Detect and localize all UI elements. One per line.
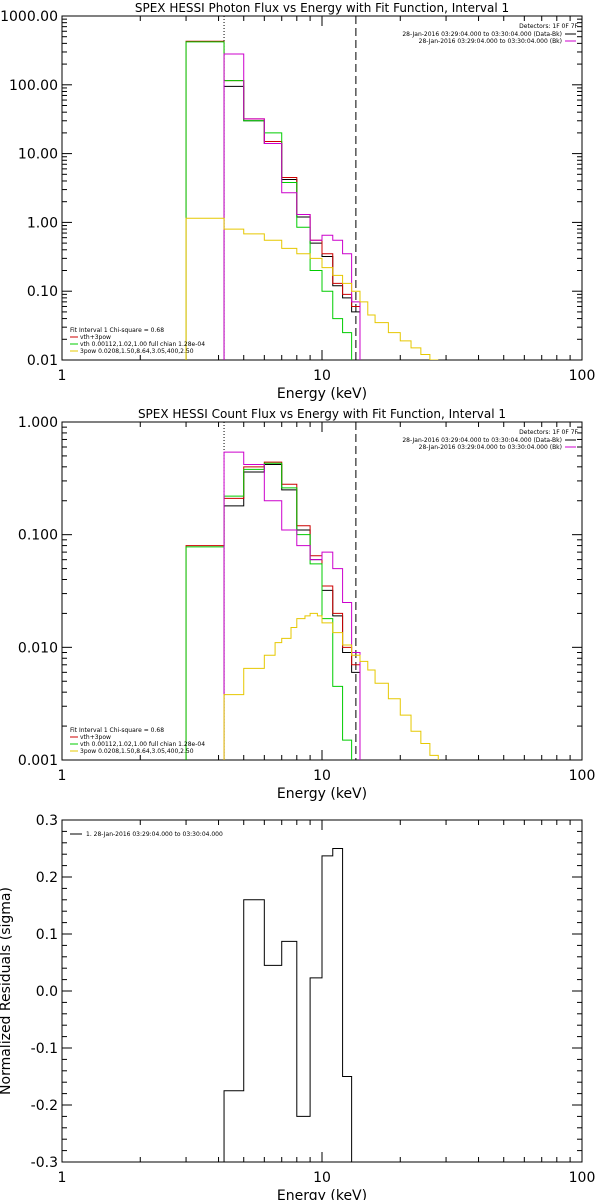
y-tick-label: 0.001 — [18, 753, 58, 769]
legend-fit-label: vth 0.00112,1.02,1.00 full chian 1.28e-0… — [80, 741, 205, 748]
legend-interval-label: 28-Jan-2016 03:29:04.000 to 03:30:04.000… — [402, 31, 562, 38]
y-tick-label: 1000.00 — [0, 9, 58, 25]
legend-fit-label: vth 0.00112,1.02,1.00 full chian 1.28e-0… — [80, 341, 205, 348]
legend-fit-header: Fit Interval 1 Chi-square = 0.68 — [70, 727, 164, 734]
y-tick-label: 0.2 — [36, 870, 58, 886]
x-tick-label: 1 — [58, 368, 67, 384]
y-tick-label: 1.000 — [18, 415, 58, 431]
chart-panel-1: 1 10 100 1000.00 100.00 10.00 1.00 0.10 0.01 SPEX… — [0, 1, 595, 402]
x-tick-label: 10 — [313, 368, 331, 384]
chart-panel-3: 1 10 100 0.3 0.2 0.1 0.0 -0.1 -0.2 -0.3 Energy (ke… — [0, 813, 595, 1200]
x-tick-label: 10 — [313, 768, 331, 784]
series-yellow-histogram — [223, 612, 439, 760]
y-tick-label: -0.1 — [31, 1041, 58, 1057]
x-tick-label: 10 — [313, 1170, 331, 1186]
y-tick-label: 1.00 — [27, 215, 58, 231]
series-group — [223, 848, 353, 1162]
x-tick-label: 100 — [569, 368, 596, 384]
y-tick-label: -0.3 — [31, 1155, 58, 1171]
y-tick-label: 0.3 — [36, 813, 58, 829]
series-black-histogram — [223, 848, 353, 1162]
legend-detectors: Detectors: 1F 0F 7F — [519, 429, 578, 436]
y-tick-label: -0.2 — [31, 1098, 58, 1114]
series-magenta-histogram — [223, 451, 361, 760]
plot-frame — [61, 15, 583, 361]
legend-detectors: Detectors: 1F 0F 7F — [519, 23, 578, 30]
legend-fit-header: Fit Interval 1 Chi-square = 0.68 — [70, 327, 164, 334]
x-axis-label: Energy (keV) — [277, 786, 367, 802]
y-tick-label: 0.010 — [18, 640, 58, 656]
series-green-histogram — [185, 462, 353, 760]
y-tick-label: 0.01 — [27, 353, 58, 369]
y-tick-label: 100.00 — [9, 78, 58, 94]
series-group — [185, 40, 439, 360]
legend-interval-label: 1. 28-Jan-2016 03:29:04.000 to 03:30:04.… — [86, 831, 223, 838]
legend-fit-label: vth+3pow — [80, 734, 111, 741]
series-green-histogram — [185, 41, 353, 360]
legend-interval-label: 28-Jan-2016 03:29:04.000 to 03:30:04.000… — [402, 437, 562, 444]
legend-interval-label: 28-Jan-2016 03:29:04.000 to 03:30:04.000… — [419, 38, 562, 45]
series-black-histogram — [223, 463, 361, 760]
legend-fit-label: vth+3pow — [80, 334, 111, 341]
y-tick-label: 10.00 — [18, 147, 58, 163]
y-axis-label: Normalized Residuals (sigma) — [0, 887, 14, 1095]
y-tick-label: 0.10 — [27, 284, 58, 300]
legend-interval-label: 28-Jan-2016 03:29:04.000 to 03:30:04.000… — [419, 444, 562, 451]
series-yellow-histogram — [185, 217, 439, 360]
y-tick-label: 0.100 — [18, 528, 58, 544]
legend-fit-label: 3pow 0.0208,1.50,8.64,3.05,400,2.50 — [80, 348, 194, 355]
chart-title: SPEX HESSI Photon Flux vs Energy with Fi… — [135, 1, 509, 15]
series-magenta-histogram — [223, 53, 361, 360]
chart-panel-2: 1 10 100 1.000 0.100 0.010 0.001 SPEX HESSI Cou… — [18, 407, 595, 802]
series-red-histogram — [185, 461, 361, 760]
x-axis-label: Energy (keV) — [277, 386, 367, 402]
x-tick-label: 100 — [569, 768, 596, 784]
series-red-histogram — [185, 40, 361, 360]
x-tick-label: 1 — [58, 1170, 67, 1186]
y-tick-label: 0.0 — [36, 984, 58, 1000]
x-tick-label: 1 — [58, 768, 67, 784]
chart-title: SPEX HESSI Count Flux vs Energy with Fit… — [138, 407, 506, 421]
x-tick-label: 100 — [569, 1170, 596, 1186]
legend-fit-label: 3pow 0.0208,1.50,8.64,3.05,400,2.50 — [80, 748, 194, 755]
x-axis-label: Energy (keV) — [277, 1188, 367, 1200]
y-tick-label: 0.1 — [36, 927, 58, 943]
series-group — [185, 451, 439, 760]
